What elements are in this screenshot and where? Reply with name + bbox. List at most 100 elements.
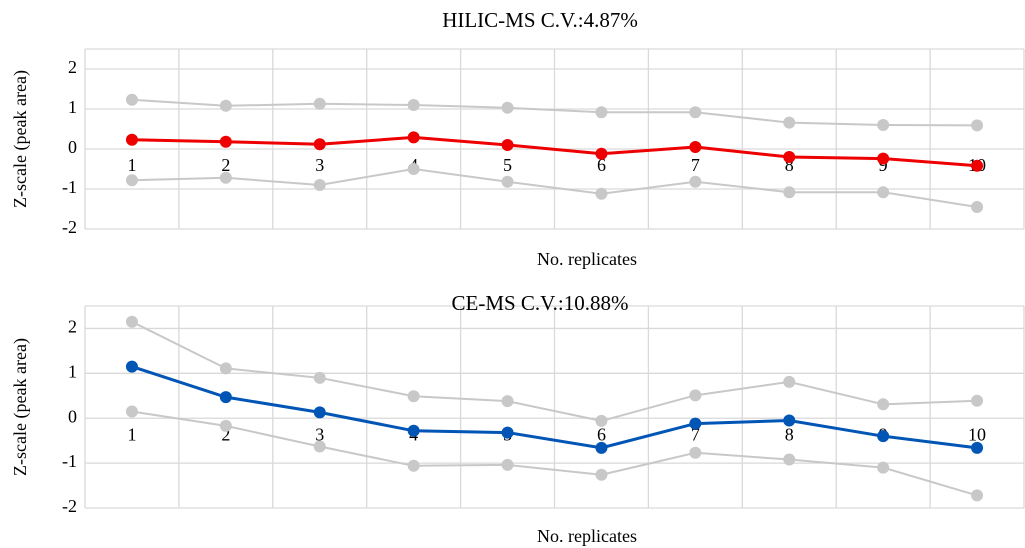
series-line	[131, 410, 978, 497]
data-point	[501, 395, 514, 408]
y-tick-label: -2	[62, 496, 77, 516]
data-point	[877, 430, 890, 443]
data-point	[219, 99, 232, 112]
data-point	[219, 391, 232, 404]
x-tick-label: 5	[503, 155, 512, 175]
data-point	[783, 151, 796, 163]
data-point	[971, 489, 984, 502]
x-tick-label: 8	[785, 155, 794, 175]
chart-title: HILIC-MS C.V.:4.87%	[442, 8, 638, 32]
data-point	[971, 119, 984, 132]
series-line	[131, 98, 978, 127]
data-point	[689, 446, 702, 459]
series-line	[131, 365, 978, 450]
data-point	[501, 139, 514, 151]
data-point	[407, 99, 420, 111]
data-point	[783, 414, 796, 427]
y-tick-label: 2	[68, 317, 77, 337]
data-point	[125, 93, 138, 106]
data-point	[971, 441, 984, 454]
data-point	[313, 179, 326, 191]
data-point	[313, 440, 326, 453]
x-tick-label: 9	[879, 155, 888, 175]
data-point	[407, 163, 420, 175]
data-point	[313, 138, 326, 151]
data-point	[407, 459, 420, 472]
x-axis-label: No. replicates	[537, 249, 637, 269]
data-point	[689, 389, 702, 402]
x-tick-label: 10	[968, 424, 986, 444]
data-point	[501, 426, 514, 439]
data-point	[125, 133, 138, 146]
data-point	[125, 174, 138, 187]
data-point	[501, 458, 514, 471]
x-tick-label: 6	[597, 424, 606, 444]
y-tick-label: 0	[68, 137, 77, 157]
data-point	[689, 141, 702, 153]
x-tick-label: 1	[127, 424, 136, 444]
data-point	[595, 106, 608, 119]
data-point	[219, 419, 232, 432]
data-point	[407, 390, 420, 403]
data-point	[595, 441, 608, 454]
data-point	[689, 417, 702, 430]
data-point	[689, 106, 702, 119]
y-tick-label: 2	[68, 57, 77, 77]
data-point	[501, 175, 514, 188]
data-point	[313, 371, 326, 384]
x-axis-label: No. replicates	[537, 526, 637, 546]
series-line	[131, 167, 978, 208]
chart-panel: -2-101212345678910CE-MS C.V.:10.88%No. r…	[10, 291, 1025, 546]
chart-title: CE-MS C.V.:10.88%	[452, 291, 629, 315]
series-line	[131, 135, 978, 168]
data-point	[125, 405, 138, 418]
data-point	[877, 398, 890, 411]
data-point	[595, 147, 608, 160]
x-tick-label: 7	[691, 424, 700, 444]
y-tick-label: 1	[68, 97, 77, 117]
data-point	[783, 186, 796, 199]
data-point	[971, 201, 984, 213]
x-tick-label: 8	[785, 424, 794, 444]
data-point	[689, 175, 702, 188]
data-point	[877, 152, 890, 165]
y-axis-label: Z-scale (peak area)	[10, 338, 31, 476]
data-point	[313, 97, 326, 110]
data-point	[407, 424, 420, 437]
data-point	[877, 119, 890, 131]
data-point	[783, 375, 796, 388]
data-point	[219, 135, 232, 148]
data-point	[501, 101, 514, 114]
data-point	[971, 159, 984, 172]
x-tick-label: 1	[127, 155, 136, 175]
data-point	[313, 406, 326, 419]
chart-panel: -2-101212345678910HILIC-MS C.V.:4.87%No.…	[10, 8, 1025, 269]
data-point	[877, 461, 890, 474]
data-point	[219, 362, 232, 375]
data-point	[125, 360, 138, 373]
y-tick-label: -1	[62, 451, 77, 471]
data-point	[595, 414, 608, 427]
data-point	[783, 116, 796, 129]
data-point	[407, 131, 420, 144]
y-tick-label: 1	[68, 361, 77, 381]
x-tick-label: 2	[221, 424, 230, 444]
data-point	[783, 453, 796, 466]
data-point	[595, 468, 608, 481]
y-tick-label: -2	[62, 217, 77, 237]
x-tick-label: 3	[315, 155, 324, 175]
series-line	[131, 320, 978, 422]
y-tick-label: 0	[68, 406, 77, 426]
data-point	[219, 171, 232, 184]
x-tick-label: 6	[597, 155, 606, 175]
x-tick-label: 7	[691, 155, 700, 175]
data-point	[877, 186, 890, 199]
data-point	[971, 394, 984, 407]
data-point	[595, 187, 608, 200]
x-tick-label: 3	[315, 424, 324, 444]
y-axis-label: Z-scale (peak area)	[10, 70, 31, 208]
y-tick-label: -1	[62, 177, 77, 197]
x-tick-label: 2	[221, 155, 230, 175]
data-point	[125, 315, 138, 328]
